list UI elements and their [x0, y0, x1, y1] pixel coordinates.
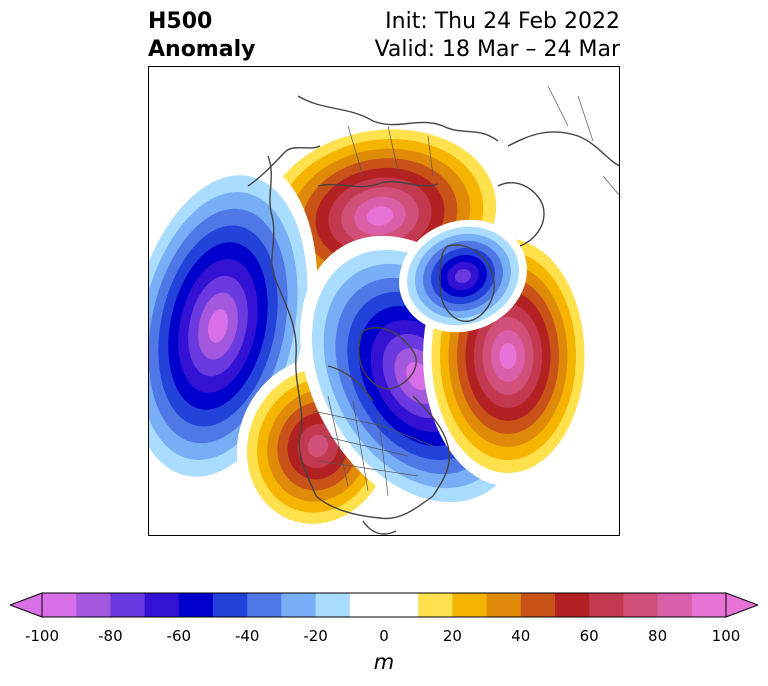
- colorbar-tick-label: 40: [511, 627, 531, 645]
- colorbar-segment: [247, 593, 282, 617]
- colorbar-unit: m: [373, 650, 395, 674]
- contour-level: [208, 309, 228, 343]
- colorbar-tick-label: 60: [579, 627, 599, 645]
- colorbar-tick-label: -40: [234, 627, 260, 645]
- valid-range: Valid: 18 Mar – 24 Mar: [374, 37, 620, 62]
- colorbar-segment: [76, 593, 111, 617]
- anomaly-map: [148, 66, 620, 536]
- borders: [312, 85, 620, 497]
- colorbar-tick-label: 100: [711, 627, 741, 645]
- title-line-1: H500: [148, 9, 213, 34]
- contour-level: [367, 206, 393, 226]
- map-title: H500 Anomaly: [148, 8, 255, 64]
- colorbar-tick-label: 80: [648, 627, 668, 645]
- colorbar-segment: [657, 593, 693, 617]
- colorbar-tick-label: 0: [379, 627, 389, 645]
- contour-level: [499, 343, 517, 369]
- map-dates: Init: Thu 24 Feb 2022 Valid: 18 Mar – 24…: [375, 8, 620, 64]
- map-border: [148, 66, 620, 536]
- init-date: Init: Thu 24 Feb 2022: [385, 9, 620, 34]
- colorbar-extend-high: [725, 592, 758, 618]
- colorbar-segment: [452, 593, 488, 617]
- colorbar-segment: [623, 593, 659, 617]
- colorbar-segment: [281, 593, 317, 617]
- colorbar-segment: [315, 593, 351, 617]
- colorbar-segment: [144, 593, 180, 617]
- colorbar-segment: [384, 593, 419, 617]
- colorbar-segment: [213, 593, 248, 617]
- contour-level: [307, 434, 329, 458]
- contour-level: [455, 268, 471, 284]
- colorbar-segment: [349, 593, 385, 617]
- colorbar: [10, 592, 758, 618]
- colorbar-segment: [691, 593, 727, 617]
- colorbar-segment: [589, 593, 624, 617]
- colorbar-tick-label: -80: [98, 627, 123, 645]
- colorbar-tick-label: -60: [166, 627, 192, 645]
- colorbar-segment: [418, 593, 453, 617]
- colorbar-outline: [41, 592, 727, 618]
- colorbar-segment: [486, 593, 522, 617]
- colorbar-tick-label: -100: [24, 627, 60, 645]
- colorbar-segment: [555, 593, 590, 617]
- colorbar-segment: [178, 593, 214, 617]
- colorbar-tick-label: 20: [442, 627, 462, 645]
- colorbar-segment: [110, 593, 146, 617]
- colorbar-tick-label: -20: [303, 627, 328, 645]
- coastlines: [247, 95, 620, 535]
- anomaly-fields: [148, 119, 593, 535]
- colorbar-segment: [520, 593, 556, 617]
- title-line-2: Anomaly: [148, 37, 256, 62]
- colorbar-extend-low: [10, 592, 43, 618]
- colorbar-segment: [42, 593, 77, 617]
